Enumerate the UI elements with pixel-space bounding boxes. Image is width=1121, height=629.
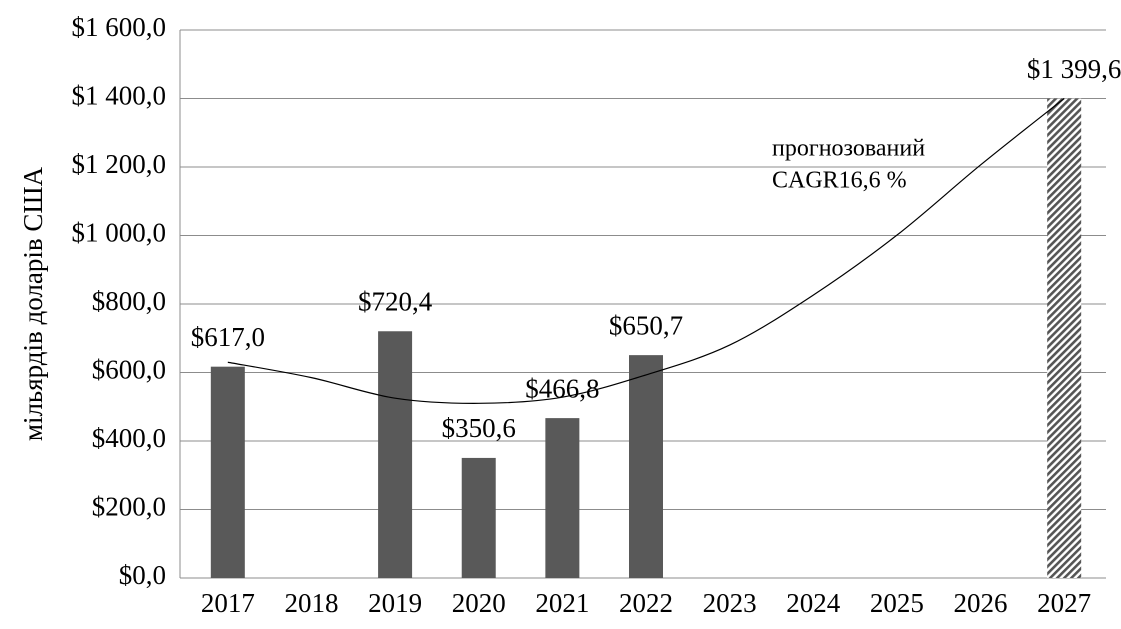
- annotation: прогнозований: [772, 136, 925, 162]
- x-tick-label: 2019: [368, 588, 422, 618]
- annotation: CAGR16,6 %: [772, 168, 907, 194]
- data-label: $350,6: [442, 413, 516, 443]
- x-tick-label: 2017: [201, 588, 255, 618]
- x-tick-label: 2027: [1037, 588, 1091, 618]
- data-label: $650,7: [609, 310, 683, 340]
- x-tick-label: 2020: [452, 588, 506, 618]
- bar: [545, 418, 580, 578]
- bar: [378, 331, 413, 578]
- y-tick-label: $0,0: [119, 560, 166, 590]
- bar: [210, 366, 245, 578]
- x-tick-label: 2026: [954, 588, 1008, 618]
- trend-line: [227, 98, 1065, 404]
- y-tick-label: $800,0: [92, 286, 166, 316]
- data-label: $720,4: [358, 286, 433, 316]
- data-label: $466,8: [525, 373, 599, 403]
- bar: [1047, 98, 1082, 579]
- x-tick-label: 2025: [870, 588, 924, 618]
- x-tick-label: 2024: [786, 588, 841, 618]
- y-tick-label: $400,0: [92, 423, 166, 453]
- bar: [461, 457, 496, 578]
- y-tick-label: $1 600,0: [72, 12, 167, 42]
- x-tick-label: 2021: [535, 588, 589, 618]
- x-tick-label: 2018: [284, 588, 338, 618]
- x-tick-label: 2022: [619, 588, 673, 618]
- x-tick-label: 2023: [703, 588, 757, 618]
- y-tick-label: $1 400,0: [72, 81, 167, 111]
- y-tick-label: $600,0: [92, 355, 166, 385]
- y-axis-label: мільярдів доларів США: [18, 166, 48, 441]
- y-tick-label: $1 200,0: [72, 149, 167, 179]
- bar: [629, 355, 663, 578]
- data-label: $1 399,6: [1027, 54, 1121, 84]
- y-tick-label: $1 000,0: [72, 218, 167, 248]
- data-label: $617,0: [191, 322, 265, 352]
- y-tick-label: $200,0: [92, 492, 166, 522]
